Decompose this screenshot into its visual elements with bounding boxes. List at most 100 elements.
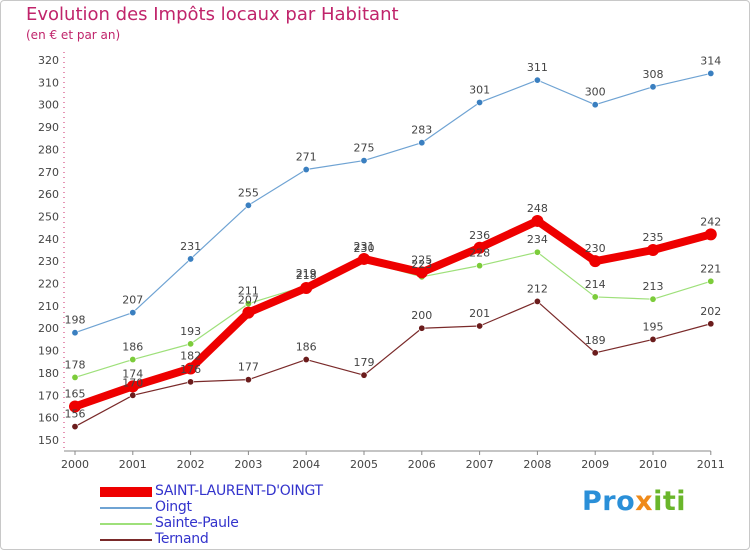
series-line	[71, 216, 715, 411]
x-tick-label: 2001	[119, 458, 147, 471]
data-point	[533, 248, 541, 256]
legend-swatch	[100, 539, 152, 541]
data-label: 193	[180, 325, 201, 338]
data-label: 182	[180, 349, 201, 362]
legend-swatch	[100, 507, 152, 509]
data-point	[187, 340, 195, 348]
data-point	[533, 76, 541, 84]
data-label: 283	[411, 124, 432, 137]
data-point	[71, 373, 79, 381]
data-point	[415, 266, 428, 279]
data-point	[707, 320, 715, 328]
data-point	[360, 371, 368, 379]
data-point	[649, 335, 657, 343]
y-tick-label: 230	[38, 255, 59, 268]
data-point	[302, 356, 310, 364]
data-label: 228	[469, 247, 490, 260]
data-label: 211	[238, 285, 259, 298]
x-tick-label: 2007	[466, 458, 494, 471]
data-label: 311	[527, 61, 548, 74]
legend-swatch	[100, 487, 152, 497]
data-point	[302, 166, 310, 174]
data-label: 189	[585, 334, 606, 347]
series-line	[74, 251, 712, 379]
data-point	[589, 255, 602, 268]
data-label: 275	[354, 142, 375, 155]
data-label: 207	[122, 294, 143, 307]
y-tick-label: 190	[38, 345, 59, 358]
chart-subtitle: (en € et par an)	[26, 28, 121, 42]
data-point	[418, 324, 426, 332]
legend-label: SAINT-LAURENT-D'OINGT	[155, 483, 323, 499]
data-point	[533, 297, 541, 305]
y-tick-label: 300	[38, 99, 59, 112]
data-point	[476, 262, 484, 270]
data-point	[69, 400, 81, 413]
data-label: 221	[700, 262, 721, 275]
y-tick-label: 180	[38, 367, 59, 380]
data-label: 186	[296, 341, 317, 354]
y-tick-label: 160	[38, 412, 59, 425]
data-label: 213	[643, 280, 664, 293]
series-line	[74, 72, 712, 334]
data-point	[126, 380, 139, 393]
y-tick-label: 150	[38, 434, 59, 447]
data-point	[418, 139, 426, 147]
data-label: 202	[700, 305, 721, 318]
data-point	[187, 378, 195, 386]
data-point	[358, 252, 370, 265]
data-point	[187, 255, 195, 263]
y-tick-label: 290	[38, 121, 59, 134]
data-point	[129, 309, 137, 317]
series-line	[74, 300, 712, 428]
data-label: 236	[469, 229, 490, 242]
data-label: 174	[122, 367, 143, 380]
x-tick-label: 2002	[177, 458, 205, 471]
data-point	[300, 282, 313, 294]
data-point	[244, 201, 252, 209]
y-tick-label: 270	[38, 166, 59, 179]
data-label: 201	[469, 307, 490, 320]
data-point	[129, 356, 137, 364]
x-tick-label: 2010	[639, 458, 667, 471]
data-point	[476, 322, 484, 330]
data-point	[360, 157, 368, 165]
y-tick-label: 210	[38, 300, 59, 313]
data-label: 176	[180, 363, 201, 376]
data-label: 225	[411, 253, 432, 266]
data-label: 255	[238, 186, 259, 199]
legend-label: Oingt	[155, 499, 192, 515]
data-point	[129, 391, 137, 399]
data-point	[591, 349, 599, 357]
data-point	[71, 423, 79, 431]
x-tick-label: 2011	[697, 458, 725, 471]
data-point	[707, 277, 715, 285]
x-tick-label: 2005	[350, 458, 378, 471]
data-label: 207	[238, 294, 259, 307]
data-label: 178	[65, 358, 86, 371]
data-label: 165	[65, 387, 86, 400]
data-label: 223	[411, 258, 432, 271]
legend-label: Ternand	[155, 531, 209, 547]
data-label: 200	[411, 309, 432, 322]
data-label: 235	[643, 231, 664, 244]
data-point	[704, 228, 717, 241]
data-label: 198	[65, 314, 86, 327]
y-tick-label: 320	[38, 54, 59, 67]
data-label: 179	[354, 356, 375, 369]
chart-title: Evolution des Impôts locaux par Habitant	[26, 4, 399, 25]
y-tick-label: 200	[38, 322, 59, 335]
x-tick-label: 2003	[234, 458, 262, 471]
data-label: 301	[469, 83, 490, 96]
data-point	[591, 293, 599, 301]
proxiti-logo: Proxiti	[582, 486, 686, 517]
data-point	[591, 101, 599, 109]
x-tick-label: 2006	[408, 458, 436, 471]
y-tick-label: 310	[38, 76, 59, 89]
data-point	[71, 329, 79, 337]
data-label: 300	[585, 86, 606, 99]
data-point	[184, 362, 197, 375]
data-point	[531, 214, 544, 227]
